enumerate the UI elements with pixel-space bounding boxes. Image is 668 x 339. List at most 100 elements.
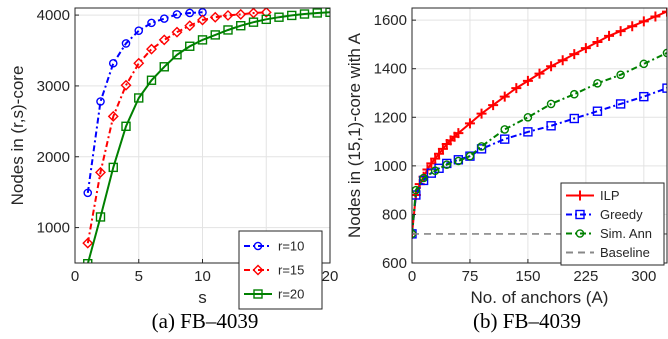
data-point	[546, 99, 556, 109]
data-point	[499, 91, 510, 102]
data-point	[522, 75, 533, 86]
x-tick-label: 20	[322, 268, 339, 285]
data-point	[146, 43, 157, 55]
y-tick-label: 1000	[37, 220, 70, 237]
legend-label: r=10	[278, 239, 304, 254]
data-point	[299, 9, 310, 19]
data-point	[197, 35, 208, 45]
data-point	[546, 121, 556, 131]
series-line	[412, 87, 667, 234]
legend-entry: ILP	[566, 188, 620, 203]
x-tick-label: 225	[573, 268, 598, 285]
series-r-20	[83, 8, 330, 263]
legend-entry: Baseline	[566, 245, 650, 260]
data-point	[83, 188, 93, 198]
data-point	[312, 8, 322, 18]
caption-b: (b) FB–4039	[473, 309, 581, 333]
data-point	[615, 99, 626, 109]
data-point	[223, 25, 233, 35]
y-tick-label: 3000	[37, 78, 70, 95]
data-point	[95, 166, 106, 178]
data-point	[184, 20, 196, 32]
legend-label: r=15	[278, 263, 304, 278]
data-point	[146, 75, 157, 85]
data-point	[82, 237, 94, 249]
legend: r=10 r=15 r=20	[238, 230, 323, 310]
legend-box	[560, 182, 665, 266]
data-point	[172, 50, 182, 60]
legend-marker	[253, 289, 263, 299]
data-point	[209, 11, 221, 23]
x-tick-label: 0	[408, 268, 416, 285]
data-point	[569, 113, 579, 124]
data-point	[523, 112, 533, 122]
x-tick-label: 5	[135, 268, 143, 285]
data-point	[419, 173, 428, 183]
data-point	[662, 48, 667, 58]
legend-entry: r=10	[244, 239, 304, 254]
caption-a: (a) FB–4039	[152, 309, 259, 333]
series-r-10	[83, 8, 207, 198]
data-point	[593, 78, 602, 88]
legend-label: Baseline	[600, 245, 650, 260]
data-point	[260, 8, 272, 18]
legend-entry: r=20	[244, 287, 304, 302]
data-point	[171, 26, 183, 38]
legend-label: ILP	[600, 188, 620, 203]
y-axis-label: Nodes in (15,1)-core with A	[345, 32, 364, 238]
y-axis-label: Nodes in (r,s)-core	[8, 66, 27, 206]
legend-label: r=20	[278, 287, 304, 302]
legend-marker	[575, 209, 585, 220]
data-point	[511, 83, 522, 94]
data-point	[261, 14, 271, 25]
series-line	[412, 51, 667, 234]
data-point	[476, 144, 487, 154]
data-point	[662, 83, 667, 93]
legend-marker	[575, 229, 585, 238]
data-point	[580, 43, 591, 54]
data-point	[134, 93, 144, 103]
legend: ILP Greedy Sim. Ann Baseline	[560, 182, 665, 266]
x-axis-label: s	[198, 288, 207, 307]
data-point	[430, 166, 440, 176]
series-line	[86, 11, 330, 263]
data-point	[121, 39, 131, 48]
data-point	[616, 70, 625, 80]
data-point	[133, 57, 145, 69]
data-point	[442, 160, 452, 169]
x-tick-label: 0	[71, 268, 79, 285]
data-point	[546, 61, 557, 72]
data-point	[592, 37, 603, 47]
data-point	[534, 68, 545, 79]
y-tick-label: 800	[382, 206, 407, 223]
data-point	[96, 97, 105, 106]
y-tick-label: 1600	[374, 12, 407, 29]
data-point	[604, 30, 615, 41]
axes-box	[411, 7, 668, 264]
legend-entry: r=15	[244, 263, 304, 278]
chart-b: 0 75 150 225 300 600 800 1000 1200 1400 1600 No. of…	[345, 7, 668, 307]
data-point	[569, 89, 579, 99]
legend-marker	[252, 264, 264, 276]
data-point	[222, 9, 234, 21]
data-point	[197, 14, 208, 26]
x-tick-label: 300	[631, 268, 656, 285]
y-tick-label: 2000	[37, 149, 70, 166]
series-line	[86, 11, 267, 244]
data-point	[274, 12, 284, 22]
y-tick-label: 600	[382, 255, 407, 272]
data-point	[638, 16, 649, 27]
data-point	[185, 41, 195, 51]
data-point	[569, 49, 580, 60]
data-point	[476, 108, 487, 119]
x-tick-label: 75	[462, 268, 479, 285]
y-tick-label: 1200	[374, 109, 407, 126]
data-point	[210, 30, 220, 40]
data-point	[95, 212, 106, 222]
chart-a: 051015201000200030004000sNodes in (r,s)-…	[8, 7, 339, 310]
data-point	[287, 10, 297, 21]
data-point	[158, 34, 170, 46]
series-line	[86, 11, 203, 194]
legend-entry: Sim. Ann	[566, 226, 652, 241]
